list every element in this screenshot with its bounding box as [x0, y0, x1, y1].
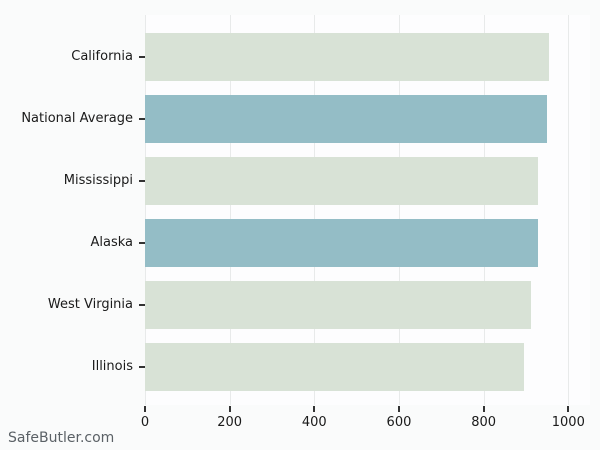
bar-mississippi [145, 157, 539, 205]
gridline-x-600 [398, 15, 400, 405]
x-tick-mark [228, 406, 231, 412]
x-tick-label-400: 400 [301, 415, 327, 430]
y-tick-label-alaska: Alaska [90, 235, 133, 250]
gridline-x-400 [314, 15, 316, 405]
y-tick-label-national-average: National Average [21, 111, 133, 126]
x-tick-label-800: 800 [471, 415, 497, 430]
gridline-x-1000 [568, 15, 570, 405]
gridline-x-200 [229, 15, 231, 405]
bar-illinois [145, 343, 525, 391]
bar-california [145, 33, 550, 81]
y-tick-mark [139, 242, 145, 244]
y-tick-mark [139, 304, 145, 306]
bar-west-virginia [145, 281, 532, 329]
gridline-x-0 [145, 15, 146, 405]
x-tick-label-600: 600 [386, 415, 412, 430]
x-tick-mark [144, 406, 146, 412]
x-tick-label-0: 0 [140, 415, 150, 430]
y-tick-label-west-virginia: West Virginia [47, 297, 133, 312]
brand-watermark: SafeButler.com [8, 430, 115, 446]
y-tick-mark [139, 56, 145, 58]
x-tick-mark [313, 406, 316, 412]
bar-national-average [145, 95, 548, 143]
y-tick-label-illinois: Illinois [91, 359, 133, 374]
y-tick-mark [139, 180, 145, 182]
gridline-x-800 [483, 15, 485, 405]
y-tick-label-mississippi: Mississippi [63, 173, 133, 188]
y-tick-label-california: California [71, 49, 133, 64]
x-tick-label-200: 200 [217, 415, 243, 430]
bar-alaska [145, 219, 538, 267]
plot-area [145, 15, 590, 405]
x-tick-mark [567, 406, 570, 412]
y-tick-mark [139, 118, 145, 120]
x-tick-label-1000: 1000 [551, 415, 585, 430]
x-tick-mark [397, 406, 400, 412]
x-tick-mark [482, 406, 485, 412]
y-tick-mark [139, 366, 145, 368]
